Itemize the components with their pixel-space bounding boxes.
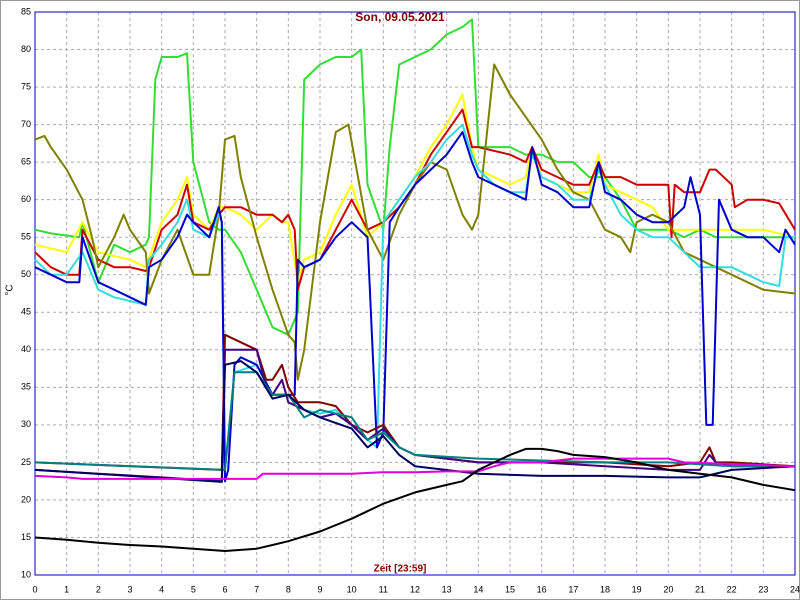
data-line — [34, 457, 796, 480]
data-line — [34, 371, 795, 471]
x-tick-label: 19 — [632, 584, 642, 594]
x-tick-label: 12 — [410, 584, 420, 594]
y-tick-label: 15 — [21, 532, 31, 542]
y-tick-label: 60 — [21, 194, 31, 204]
y-tick-label: 65 — [21, 157, 31, 167]
x-tick-label: 10 — [347, 584, 357, 594]
y-tick-label: 80 — [21, 44, 31, 54]
x-tick-label: 5 — [191, 584, 196, 594]
x-tick-label: 4 — [159, 584, 164, 594]
x-tick-label: 17 — [568, 584, 578, 594]
y-tick-label: 75 — [21, 81, 31, 91]
y-axis-label: °C — [5, 284, 16, 295]
x-tick-label: 9 — [317, 584, 322, 594]
data-line — [34, 63, 796, 381]
x-tick-label: 14 — [473, 584, 483, 594]
y-tick-label: 50 — [21, 269, 31, 279]
data-line — [34, 131, 796, 483]
y-tick-label: 85 — [21, 6, 31, 16]
x-tick-label: 3 — [127, 584, 132, 594]
x-tick-label: 21 — [695, 584, 705, 594]
x-tick-label: 7 — [254, 584, 259, 594]
y-tick-label: 70 — [21, 119, 31, 129]
chart-title: Son, 09.05.2021 — [355, 10, 445, 24]
y-tick-label: 25 — [21, 457, 31, 467]
x-tick-label: 16 — [537, 584, 547, 594]
y-tick-label: 20 — [21, 494, 31, 504]
x-tick-label: 2 — [96, 584, 101, 594]
data-line — [34, 348, 795, 483]
x-tick-label: 15 — [505, 584, 515, 594]
y-tick-label: 10 — [21, 569, 31, 579]
y-tick-label: 40 — [21, 344, 31, 354]
x-tick-label: 1 — [64, 584, 69, 594]
data-line — [34, 123, 795, 471]
x-tick-label: 18 — [600, 584, 610, 594]
data-line — [34, 360, 796, 483]
x-tick-label: 8 — [286, 584, 291, 594]
y-tick-label: 30 — [21, 419, 31, 429]
y-tick-label: 55 — [21, 232, 31, 242]
x-tick-label: 24 — [790, 584, 800, 594]
x-tick-label: 11 — [379, 584, 388, 594]
x-tick-label: 13 — [442, 584, 452, 594]
x-tick-label: 22 — [727, 584, 737, 594]
x-tick-label: 6 — [222, 584, 227, 594]
y-tick-label: 45 — [21, 307, 31, 317]
x-tick-label: 23 — [758, 584, 768, 594]
y-tick-label: 35 — [21, 382, 31, 392]
x-tick-label: 20 — [663, 584, 673, 594]
x-tick-label: 0 — [32, 584, 37, 594]
x-axis-label: Zeit [23:59] — [374, 564, 427, 575]
lines — [34, 18, 796, 552]
data-line — [34, 447, 796, 552]
